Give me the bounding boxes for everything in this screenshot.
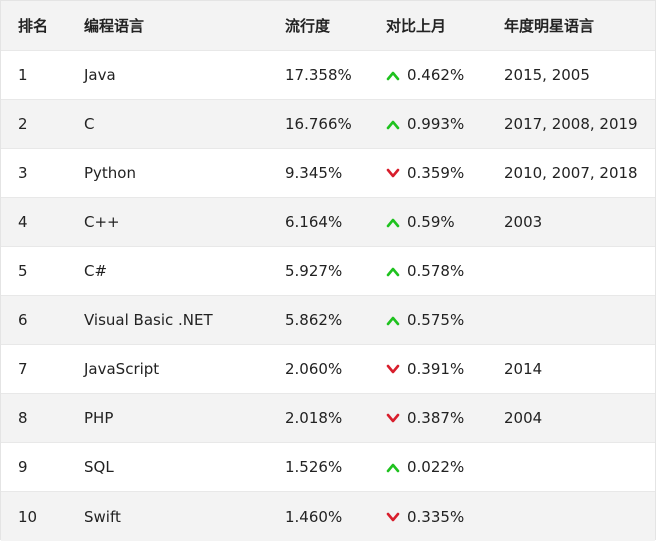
star-years-cell: 2014 [504,360,543,378]
table-header-row: 排名 编程语言 流行度 对比上月 年度明星语言 [1,1,655,51]
arrow-down-icon [386,413,400,423]
rank-cell: 10 [18,507,38,526]
arrow-down-icon [386,512,400,522]
popularity-cell: 5.927% [285,262,343,280]
change-cell: 0.578% [386,261,464,281]
rank-cell: 3 [18,164,28,182]
table-row: 2 C 16.766% 0.993% 2017, 2008, 2019 [1,100,655,149]
change-cell: 0.359% [386,163,464,183]
arrow-up-icon [386,315,400,326]
popularity-cell: 1.460% [285,507,343,526]
popularity-cell: 1.526% [285,458,343,476]
popularity-cell: 17.358% [285,66,352,84]
arrow-up-icon [386,266,400,277]
language-cell: Java [84,66,116,84]
table-row: 1 Java 17.358% 0.462% 2015, 2005 [1,51,655,100]
arrow-down-icon [386,168,400,178]
change-cell: 0.59% [386,212,455,232]
table-row: 9 SQL 1.526% 0.022% [1,443,655,492]
language-cell: SQL [84,458,114,476]
change-value: 0.022% [407,458,465,476]
change-cell: 0.993% [386,114,464,134]
arrow-up-icon [386,119,400,130]
change-value: 0.359% [407,164,465,182]
change-value: 0.335% [407,507,465,526]
star-years-cell: 2004 [504,409,543,427]
language-cell: Visual Basic .NET [84,311,213,329]
popularity-cell: 16.766% [285,115,352,133]
change-value: 0.575% [407,311,465,329]
rank-cell: 6 [18,311,28,329]
language-cell: Swift [84,507,121,526]
star-years-cell: 2015, 2005 [504,66,590,84]
change-value: 0.578% [407,262,465,280]
popularity-cell: 2.018% [285,409,343,427]
star-years-cell: 2003 [504,213,543,231]
header-popularity: 流行度 [285,16,331,35]
table-row: 10 Swift 1.460% 0.335% [1,492,655,541]
language-cell: Python [84,164,136,182]
rank-cell: 8 [18,409,28,427]
change-value: 0.391% [407,360,465,378]
arrow-up-icon [386,70,400,81]
popularity-cell: 5.862% [285,311,343,329]
rank-cell: 9 [18,458,28,476]
change-cell: 0.391% [386,359,464,379]
table-row: 5 C# 5.927% 0.578% [1,247,655,296]
rank-cell: 1 [18,66,28,84]
table-row: 4 C++ 6.164% 0.59% 2003 [1,198,655,247]
header-language: 编程语言 [84,16,145,35]
popularity-cell: 2.060% [285,360,343,378]
language-cell: JavaScript [84,360,160,378]
popularity-cell: 6.164% [285,213,343,231]
header-star-years: 年度明星语言 [504,16,595,35]
arrow-down-icon [386,364,400,374]
table-row: 3 Python 9.345% 0.359% 2010, 2007, 2018 [1,149,655,198]
table-row: 7 JavaScript 2.060% 0.391% 2014 [1,345,655,394]
change-value: 0.59% [407,213,455,231]
star-years-cell: 2017, 2008, 2019 [504,115,638,133]
change-value: 0.387% [407,409,465,427]
change-value: 0.462% [407,66,465,84]
language-cell: PHP [84,409,114,427]
header-change: 对比上月 [386,16,447,35]
popularity-cell: 9.345% [285,164,343,182]
change-cell: 0.462% [386,65,464,85]
arrow-up-icon [386,462,400,473]
table-row: 8 PHP 2.018% 0.387% 2004 [1,394,655,443]
change-cell: 0.575% [386,310,464,330]
header-rank: 排名 [18,16,49,35]
table-body: 1 Java 17.358% 0.462% 2015, 2005 2 C 16.766% 0.9… [1,51,655,541]
rank-cell: 2 [18,115,28,133]
arrow-up-icon [386,217,400,228]
change-value: 0.993% [407,115,465,133]
language-cell: C# [84,262,108,280]
language-cell: C++ [84,213,120,231]
table-row: 6 Visual Basic .NET 5.862% 0.575% [1,296,655,345]
rank-cell: 7 [18,360,28,378]
rank-cell: 4 [18,213,28,231]
rank-cell: 5 [18,262,28,280]
change-cell: 0.335% [386,507,464,527]
star-years-cell: 2010, 2007, 2018 [504,164,638,182]
change-cell: 0.022% [386,457,464,477]
change-cell: 0.387% [386,408,464,428]
language-cell: C [84,115,95,133]
